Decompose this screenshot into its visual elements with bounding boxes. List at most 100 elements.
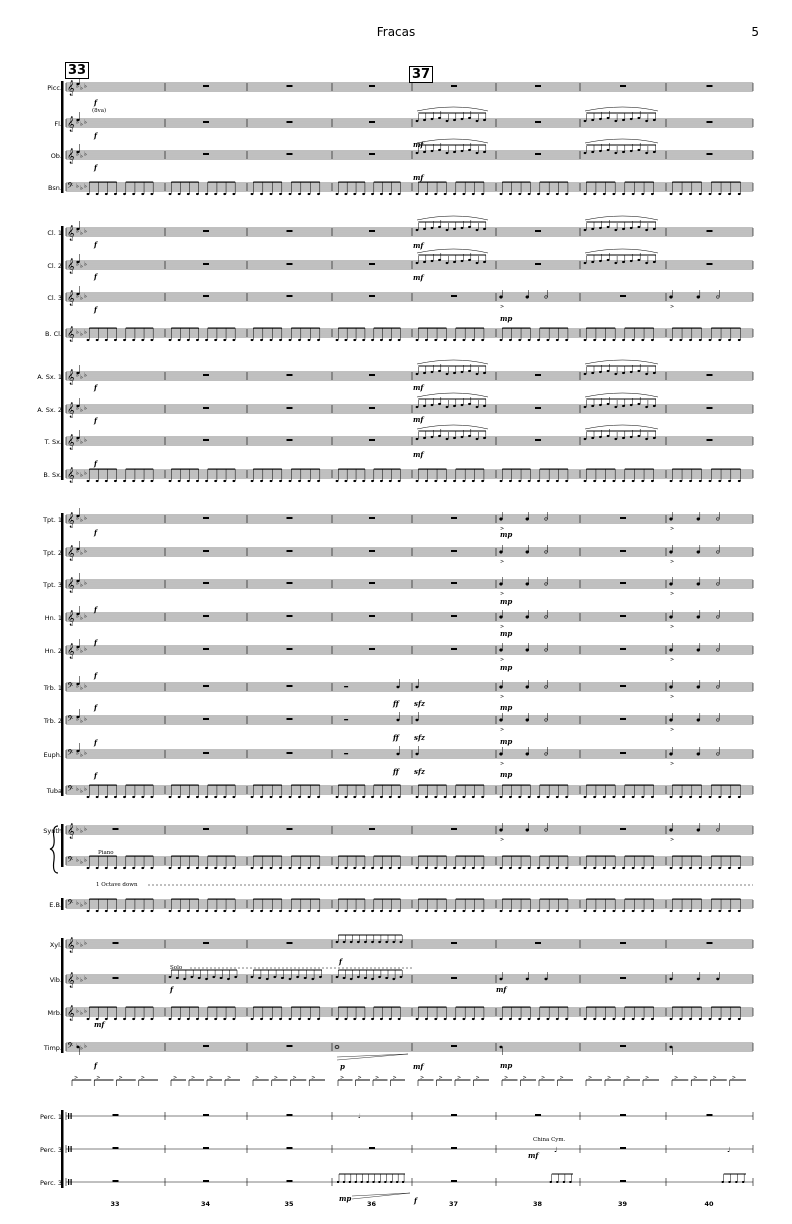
note-head <box>195 192 199 196</box>
note-head <box>397 866 401 870</box>
note-head <box>527 909 531 913</box>
note-head <box>348 1181 351 1183</box>
note-head <box>76 715 80 719</box>
whole-rest <box>286 121 293 123</box>
note-head <box>423 404 426 408</box>
note-head <box>232 1017 236 1021</box>
note-head <box>279 192 282 196</box>
note-head <box>371 338 374 342</box>
note-head <box>583 228 587 232</box>
note-head <box>434 479 438 483</box>
note-head <box>499 685 503 689</box>
note-head <box>177 1017 181 1021</box>
note-head <box>518 1017 522 1021</box>
note-head <box>696 685 701 689</box>
note-head <box>689 338 692 342</box>
flat-icon: ♭ <box>76 119 79 126</box>
accent-mark: > <box>311 1075 315 1081</box>
note-head <box>641 795 645 799</box>
dynamic-marking: mp <box>500 597 513 606</box>
note-head <box>430 117 434 121</box>
dynamic-marking: f <box>94 638 98 647</box>
whole-rest <box>620 648 626 650</box>
note-head <box>481 192 485 196</box>
note-head <box>696 615 701 619</box>
note-head <box>232 909 236 913</box>
note-head <box>629 149 633 153</box>
note-head <box>518 795 522 799</box>
note-head <box>508 192 512 196</box>
note-head <box>555 479 559 483</box>
note-head <box>556 1181 559 1183</box>
note-head <box>583 192 587 196</box>
note-head <box>104 338 108 342</box>
note-head <box>614 228 618 232</box>
whole-rest <box>203 295 209 297</box>
whole-rest <box>706 230 713 232</box>
note-head <box>168 338 172 342</box>
note-head <box>177 338 181 342</box>
perc-clef-icon <box>68 1113 70 1119</box>
note-head <box>460 435 464 439</box>
note-head <box>698 192 702 196</box>
note-head <box>168 909 172 913</box>
flat-icon: ♭ <box>84 372 87 379</box>
flat-icon: ♭ <box>76 228 79 235</box>
flat-icon: ♭ <box>84 515 87 522</box>
whole-rest <box>369 648 375 650</box>
note-head <box>471 338 475 342</box>
note-head <box>104 1017 108 1021</box>
note-head <box>132 338 136 342</box>
instrument-label: Xyl. <box>49 941 62 949</box>
note-head <box>602 909 606 913</box>
dynamic-marking: mp <box>500 530 513 539</box>
note-head <box>593 192 597 196</box>
accent-mark: > <box>340 1075 344 1081</box>
dynamic-marking: mf <box>413 450 424 459</box>
flat-icon: ♭ <box>80 582 83 589</box>
note-head <box>298 795 301 799</box>
note-head <box>728 1017 731 1021</box>
note-head <box>123 866 126 870</box>
note-head <box>385 940 389 944</box>
note-head <box>76 547 80 551</box>
note-head <box>483 150 486 154</box>
flat-icon: ♭ <box>76 372 79 379</box>
slur <box>416 138 489 144</box>
whole-rest <box>286 615 293 617</box>
perc-clef-icon <box>68 1179 70 1185</box>
treble-clef-icon: 𝄞 <box>67 435 75 450</box>
note-head <box>258 976 261 980</box>
note-head <box>250 909 254 913</box>
note-head <box>631 479 635 483</box>
bass-clef-icon: 𝄢 <box>67 899 74 910</box>
whole-rest <box>203 648 209 650</box>
flat-icon: ♭ <box>84 228 87 235</box>
note-head <box>307 1017 311 1021</box>
note-head <box>430 259 434 263</box>
whole-rest <box>286 153 293 155</box>
flat-icon: ♭ <box>76 613 79 620</box>
note-head <box>468 225 471 229</box>
note-head <box>113 192 117 196</box>
flat-icon: ♭ <box>84 940 87 947</box>
note-head <box>298 192 301 196</box>
note-head <box>353 1017 357 1021</box>
note-head <box>606 225 610 229</box>
flat-icon: ♭ <box>76 515 79 522</box>
note-head <box>631 795 635 799</box>
dynamic-marking: f <box>94 771 98 780</box>
note-head <box>86 909 90 913</box>
note-head <box>288 338 292 342</box>
note-head <box>471 795 475 799</box>
whole-rest <box>620 582 626 584</box>
note-head <box>483 260 486 264</box>
note-head <box>606 116 610 120</box>
note-head <box>637 402 641 406</box>
note-head <box>696 517 701 521</box>
note-head <box>260 479 263 483</box>
note-head <box>606 402 610 406</box>
accent-mark: > <box>393 1075 397 1081</box>
note-head <box>650 866 654 870</box>
accent-mark: > <box>523 1075 527 1081</box>
